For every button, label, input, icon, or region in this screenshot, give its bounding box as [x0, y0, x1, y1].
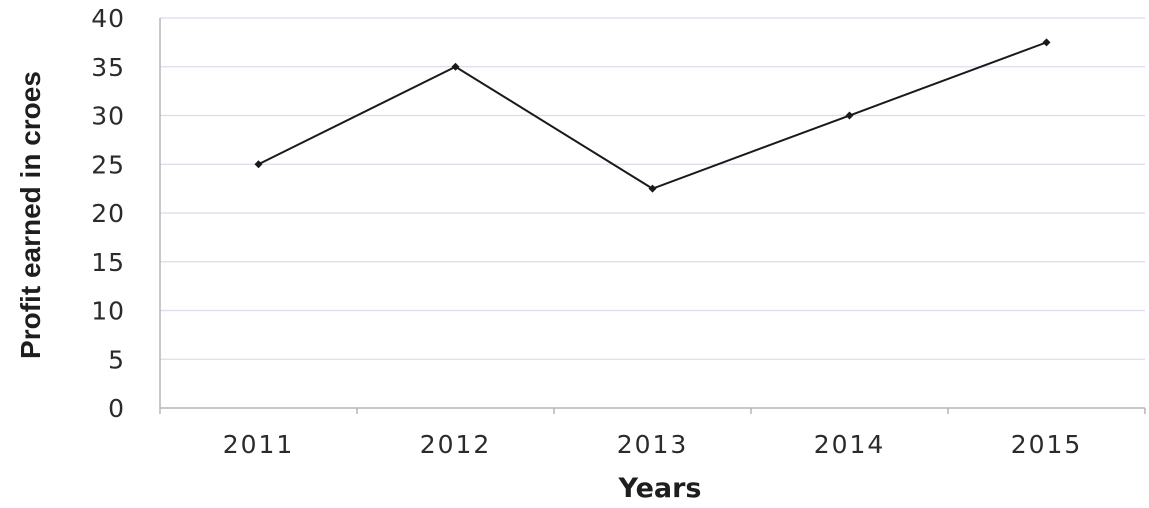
y-tick-label-15: 15: [91, 248, 125, 277]
y-tick-label-30: 30: [91, 102, 125, 131]
axes: [159, 18, 1146, 414]
x-tick-label-2014: 2014: [814, 430, 886, 459]
series-profit: [254, 38, 1051, 193]
y-tick-label-5: 5: [108, 345, 125, 374]
y-tick-label-20: 20: [91, 199, 125, 228]
x-tick-labels: 2011 2012 2013 2014 2015: [223, 430, 1083, 459]
y-tick-label-35: 35: [91, 53, 125, 82]
data-point-2014: [845, 111, 854, 120]
y-tick-labels: 0 5 10 15 20 25 30 35 40: [91, 4, 125, 423]
y-tick-label-40: 40: [91, 4, 125, 33]
y-axis-label: Profit earned in croes: [15, 71, 46, 359]
y-tick-label-10: 10: [91, 297, 125, 326]
x-tick-label-2011: 2011: [223, 430, 295, 459]
data-point-2013: [648, 184, 657, 193]
x-axis-label: Years: [618, 473, 702, 504]
x-tick-label-2013: 2013: [617, 430, 689, 459]
y-tick-label-25: 25: [91, 150, 125, 179]
data-point-2011: [254, 160, 263, 169]
data-point-2012: [451, 62, 460, 71]
x-tick-label-2015: 2015: [1011, 430, 1083, 459]
gridlines: [160, 17, 1145, 360]
x-tick-label-2012: 2012: [420, 430, 492, 459]
data-point-2015: [1042, 38, 1051, 47]
y-tick-label-0: 0: [108, 394, 125, 423]
